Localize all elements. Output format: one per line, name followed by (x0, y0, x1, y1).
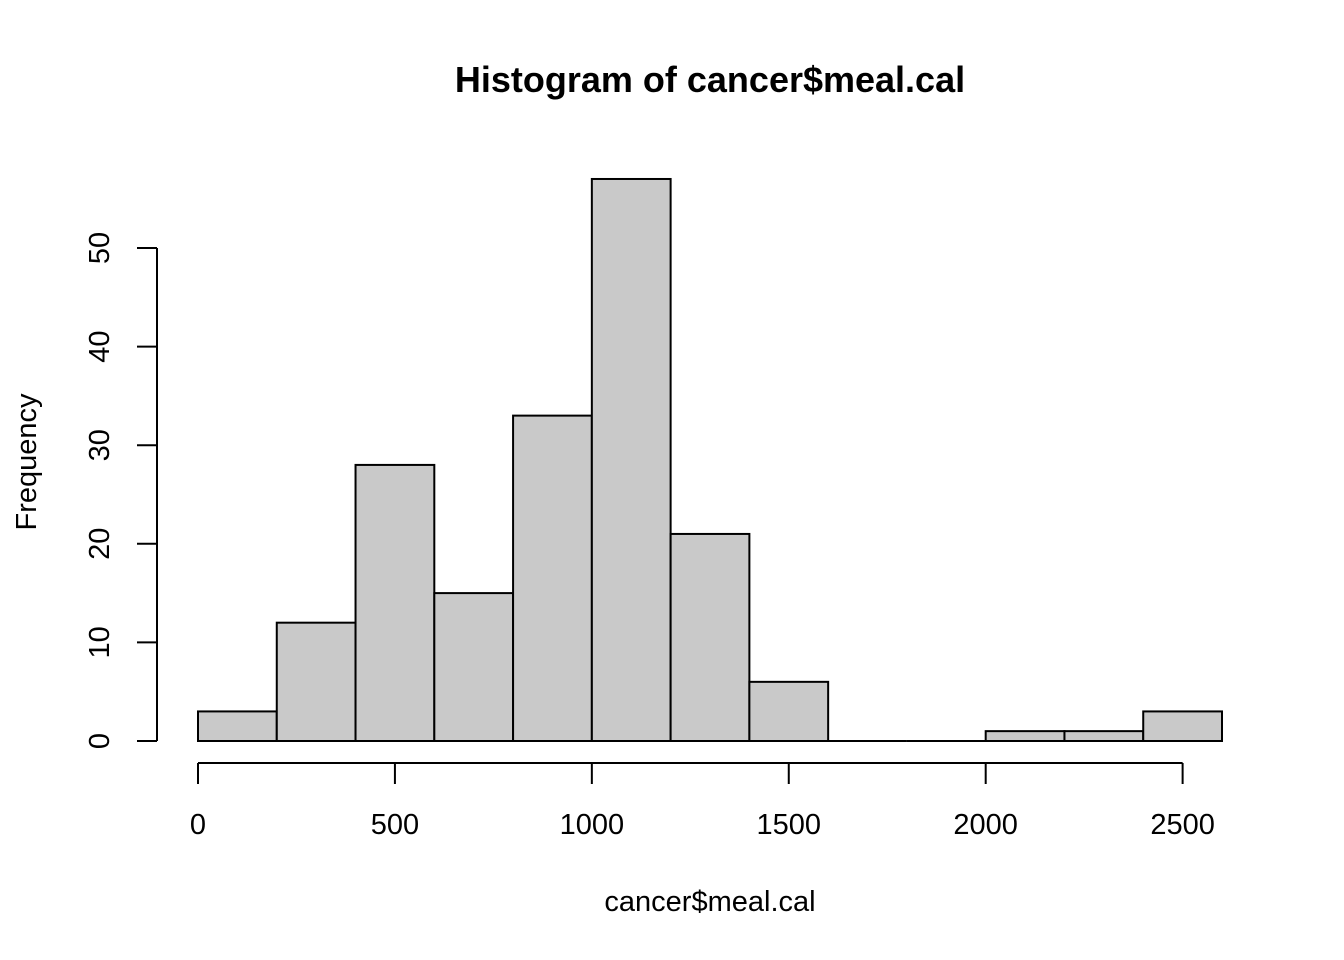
histogram-bar (275, 621, 357, 742)
histogram-bar (748, 680, 830, 743)
histogram-bar (590, 177, 672, 743)
histogram-bar (1142, 710, 1223, 742)
x-tick-label: 1500 (757, 809, 822, 841)
histogram-bar (669, 532, 751, 742)
y-tick-label: 0 (84, 733, 116, 749)
x-tick-label: 500 (371, 809, 419, 841)
y-tick-label: 20 (84, 528, 116, 560)
histogram-bar (512, 414, 593, 742)
x-axis: 0 500 1000 1500 2000 2500 (190, 762, 1215, 841)
y-tick-label: 40 (84, 330, 116, 362)
x-tick-label: 1000 (560, 809, 625, 841)
y-axis-label: Frequency (11, 393, 43, 531)
x-tick-label: 2500 (1150, 809, 1215, 841)
y-axis: 0 10 20 30 40 50 (84, 232, 158, 749)
y-tick-label: 30 (84, 429, 116, 461)
histogram-bar (984, 730, 1066, 743)
histogram-bar (354, 463, 436, 742)
x-axis-label: cancer$meal.cal (604, 886, 815, 918)
y-tick-label: 10 (84, 626, 116, 658)
y-tick-label: 50 (84, 232, 116, 264)
histogram-bar (1063, 730, 1145, 743)
chart-title: Histogram of cancer$meal.cal (455, 59, 965, 100)
x-tick-label: 2000 (953, 809, 1018, 841)
bars-group (197, 177, 1223, 743)
histogram-bar (197, 710, 278, 742)
x-tick-label: 0 (190, 809, 206, 841)
histogram-bar (433, 592, 515, 742)
